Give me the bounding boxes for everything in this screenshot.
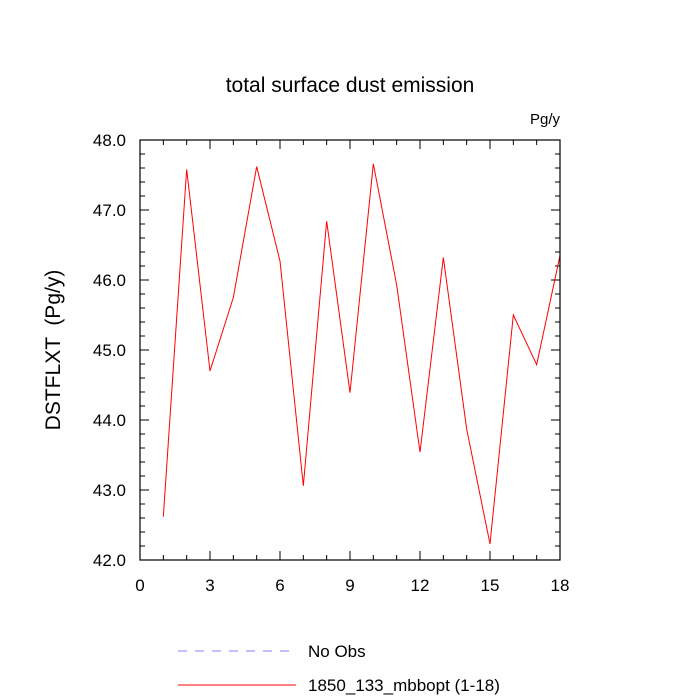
plot-frame <box>139 139 561 561</box>
y-tick-label: 43.0 <box>93 481 126 500</box>
y-tick-label: 42.0 <box>93 551 126 570</box>
y-tick-label: 48.0 <box>93 131 126 150</box>
x-tick-label: 9 <box>345 576 354 595</box>
y-axis-ticks: 42.0 43.0 44.0 45.0 46.0 47.0 48.0 <box>93 131 560 570</box>
x-axis-ticks: 0 3 6 9 12 15 18 <box>135 140 569 595</box>
x-tick-label: 18 <box>551 576 570 595</box>
series-line <box>162 163 561 544</box>
y-tick-label: 47.0 <box>93 201 126 220</box>
series-layer <box>162 163 561 544</box>
y-tick-label: 44.0 <box>93 411 126 430</box>
x-tick-label: 3 <box>205 576 214 595</box>
x-tick-label: 15 <box>481 576 500 595</box>
y-axis-label: DSTFLXT (Pg/y) <box>42 270 65 431</box>
chart-title: total surface dust emission <box>226 74 475 97</box>
x-tick-label: 12 <box>411 576 430 595</box>
y-tick-label: 45.0 <box>93 341 126 360</box>
legend-label: 1850_133_mbbopt (1-18) <box>308 676 500 695</box>
units-label: Pg/y <box>530 111 561 128</box>
x-tick-label: 0 <box>135 576 144 595</box>
y-tick-label: 46.0 <box>93 271 126 290</box>
x-tick-label: 6 <box>275 576 284 595</box>
legend-label: No Obs <box>308 642 366 661</box>
legend: No Obs 1850_133_mbbopt (1-18) <box>178 642 500 695</box>
